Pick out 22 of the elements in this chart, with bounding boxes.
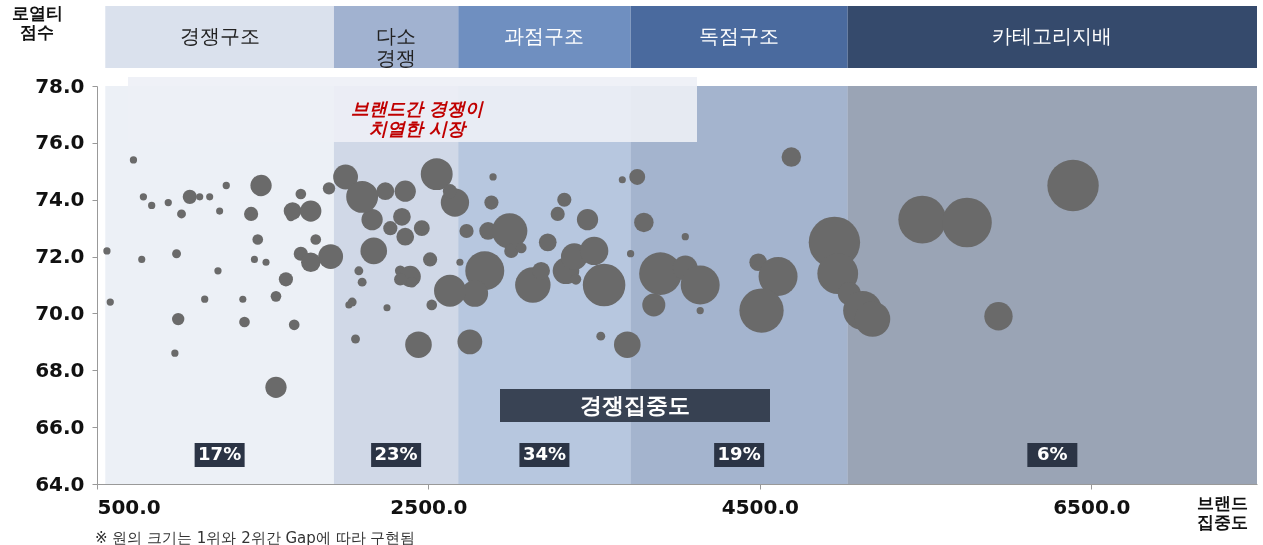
y-axis-title: 로열티 점수	[11, 3, 63, 42]
y-tick-label: 72.0	[35, 244, 85, 269]
band-label: 과점구조	[504, 24, 585, 48]
band-label: 다소 경쟁	[376, 24, 417, 70]
x-tick-label: 6500.0	[1053, 494, 1131, 519]
y-tick-label: 74.0	[35, 187, 85, 212]
y-tick-label: 76.0	[35, 130, 85, 155]
y-tick-label: 68.0	[35, 357, 85, 382]
annotation: 6%	[1037, 443, 1068, 464]
band-label: 경쟁구조	[179, 24, 260, 48]
y-tick-label: 78.0	[35, 73, 85, 98]
y-tick-label: 70.0	[35, 300, 85, 325]
band-label: 독점구조	[699, 24, 780, 48]
x-tick-label: 4500.0	[721, 494, 799, 519]
x-tick-label: 2500.0	[390, 494, 468, 519]
y-tick-label: 64.0	[35, 471, 85, 496]
band-label: 카테고리지배	[992, 24, 1113, 48]
x-tick-label: 500.0	[97, 494, 161, 519]
x-axis-title: 브랜드 집중도	[1196, 493, 1248, 532]
annotation: 경쟁집중도	[580, 393, 690, 418]
annotation: 브랜드간 경쟁이 치열한 시장	[350, 98, 486, 139]
y-tick-label: 66.0	[35, 414, 85, 439]
